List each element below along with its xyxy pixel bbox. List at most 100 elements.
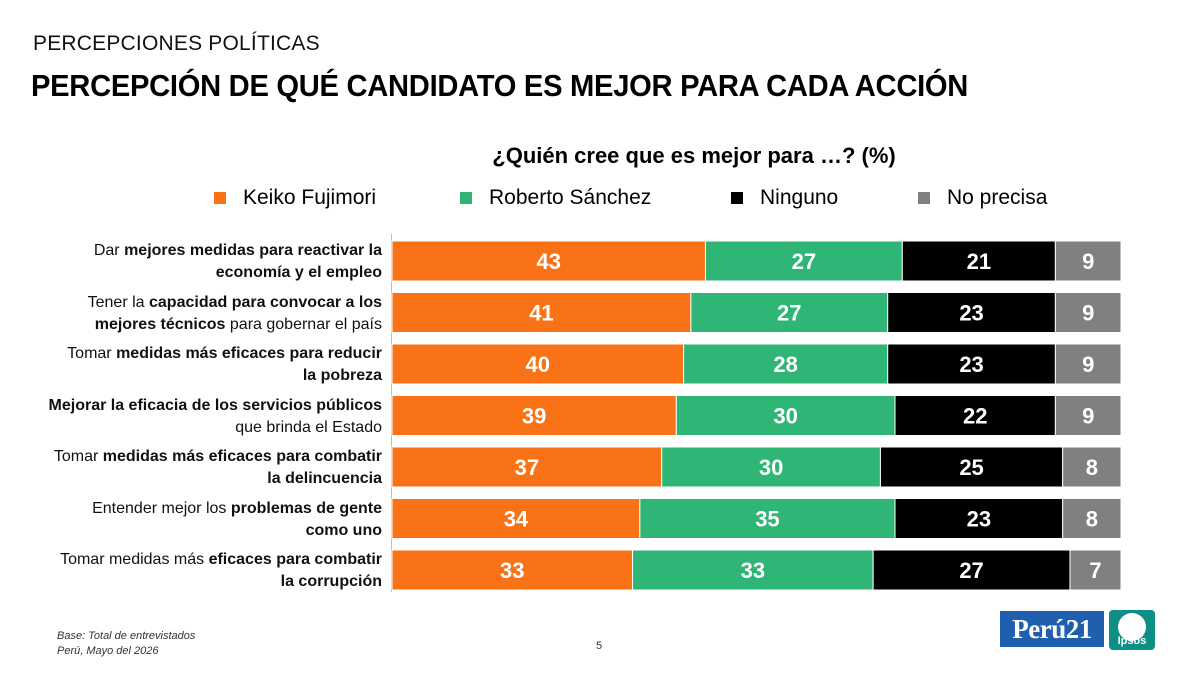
bar-ninguno-row-7	[872, 549, 1071, 591]
row-label-part: capacidad para convocar a los	[149, 293, 382, 311]
row-label-part: la pobreza	[302, 367, 382, 384]
value-label-sanchez-row-3: 28	[773, 352, 797, 377]
value-label-no-precisa-row-1: 9	[1082, 249, 1094, 274]
row-label-part: la delincuencia	[267, 470, 382, 487]
bar-no-precisa-row-5	[1062, 446, 1122, 488]
value-label-sanchez-row-1: 27	[792, 249, 816, 274]
footer-base: Base: Total de entrevistados	[57, 630, 196, 642]
row-label-part: Tomar medidas más	[60, 551, 209, 568]
value-label-ninguno-row-5: 25	[959, 455, 983, 480]
bar-keiko-row-7	[391, 549, 634, 591]
row-label-part: Tener la	[87, 293, 149, 311]
row-label-5: Tomar medidas más eficaces para combatir…	[22, 446, 382, 490]
value-label-keiko-row-1: 43	[536, 249, 560, 274]
row-label-part: eficaces para combatir	[208, 551, 382, 568]
page-number: 5	[596, 640, 603, 652]
value-label-no-precisa-row-6: 8	[1086, 507, 1098, 532]
value-label-sanchez-row-6: 35	[755, 507, 779, 532]
row-label-1: Dar mejores medidas para reactivar la eco…	[22, 240, 382, 284]
chart-title: ¿Quién cree que es mejor para …? (%)	[0, 143, 1200, 169]
row-label-part: Tomar	[67, 345, 117, 362]
row-label-part: Dar	[93, 242, 125, 259]
bar-no-precisa-row-2	[1054, 292, 1122, 333]
category-axis-line	[391, 234, 392, 592]
bar-sanchez-row-2	[690, 292, 889, 333]
row-label-part: para gobernar el país	[225, 315, 382, 333]
value-label-sanchez-row-2: 27	[777, 301, 801, 326]
value-label-keiko-row-4: 39	[522, 404, 546, 429]
row-label-part: que brinda el Estado	[235, 418, 382, 436]
kicker-text: PERCEPCIONES POLÍTICAS	[33, 32, 320, 55]
bar-ninguno-row-1	[901, 240, 1056, 282]
value-label-no-precisa-row-4: 9	[1082, 404, 1094, 429]
value-label-ninguno-row-1: 21	[967, 249, 991, 274]
footer-note: Base: Total de entrevistados Perú, Mayo …	[57, 629, 195, 659]
legend-label-sanchez: Roberto Sánchez	[489, 186, 652, 209]
page-title: PERCEPCIÓN DE QUÉ CANDIDATO ES MEJOR PAR…	[31, 68, 969, 103]
bar-sanchez-row-6	[639, 498, 896, 539]
row-label-2: Tener la capacidad para convocar a los me…	[22, 292, 382, 336]
bar-keiko-row-2	[391, 292, 692, 333]
legend-swatch-no-precisa	[918, 192, 930, 204]
legend-item-sanchez: Roberto Sánchez	[460, 186, 651, 210]
legend-swatch-ninguno	[731, 192, 743, 204]
ipsos-logo: Ipsos	[1109, 610, 1155, 650]
legend-item-keiko: Keiko Fujimori	[214, 186, 376, 210]
bar-keiko-row-1	[391, 240, 706, 282]
legend-swatch-keiko	[214, 192, 226, 204]
row-label-part: la corrupción	[280, 573, 382, 590]
row-label-part: mejores técnicos	[94, 315, 226, 333]
bar-keiko-row-6	[391, 498, 641, 539]
bar-sanchez-row-4	[675, 395, 896, 436]
legend: Keiko Fujimori Roberto Sánchez Ninguno N…	[0, 186, 1200, 214]
bar-ninguno-row-6	[894, 498, 1064, 539]
row-label-3: Tomar medidas más eficaces para reducir l…	[22, 343, 382, 387]
bar-no-precisa-row-3	[1054, 343, 1122, 385]
value-label-no-precisa-row-2: 9	[1082, 301, 1094, 326]
value-label-keiko-row-2: 41	[529, 301, 553, 326]
row-label-part: Tomar	[53, 448, 103, 465]
legend-label-no-precisa: No precisa	[947, 186, 1048, 209]
legend-item-ninguno: Ninguno	[731, 186, 838, 210]
value-label-keiko-row-7: 33	[500, 558, 524, 583]
value-label-no-precisa-row-5: 8	[1086, 455, 1098, 480]
bar-no-precisa-row-1	[1054, 240, 1122, 282]
value-label-no-precisa-row-7: 7	[1089, 558, 1101, 583]
value-label-keiko-row-6: 34	[504, 507, 529, 532]
footer-place-date: Perú, Mayo del 2026	[57, 645, 159, 657]
row-label-7: Tomar medidas más eficaces para combatir…	[22, 549, 382, 593]
value-label-sanchez-row-4: 30	[773, 404, 797, 429]
row-label-part: economía y el empleo	[215, 264, 382, 281]
value-label-keiko-row-3: 40	[526, 352, 550, 377]
legend-label-ninguno: Ninguno	[760, 186, 839, 209]
value-label-ninguno-row-7: 27	[959, 558, 983, 583]
value-label-sanchez-row-7: 33	[741, 558, 765, 583]
row-label-part: como uno	[305, 521, 382, 539]
row-label-part: medidas más eficaces para reducir	[116, 345, 382, 362]
row-label-4: Mejorar la eficacia de los servicios púb…	[22, 395, 382, 439]
bar-sanchez-row-7	[632, 549, 874, 591]
bar-ninguno-row-2	[887, 292, 1056, 333]
chart-title-text: ¿Quién cree que es mejor para …? (%)	[492, 143, 896, 168]
bar-no-precisa-row-6	[1062, 498, 1122, 539]
row-label-part: medidas más eficaces para combatir	[102, 448, 382, 465]
value-label-keiko-row-5: 37	[515, 455, 539, 480]
value-label-no-precisa-row-3: 9	[1082, 352, 1094, 377]
value-label-ninguno-row-6: 23	[967, 507, 991, 532]
value-label-ninguno-row-4: 22	[963, 404, 987, 429]
bar-keiko-row-3	[391, 343, 685, 385]
row-label-6: Entender mejor los problemas de gente com…	[22, 498, 382, 542]
bar-sanchez-row-3	[683, 343, 889, 385]
value-label-ninguno-row-2: 23	[959, 301, 983, 326]
bar-no-precisa-row-7	[1069, 549, 1122, 591]
legend-swatch-sanchez	[460, 192, 472, 204]
row-label-part: problemas de gente	[230, 499, 382, 517]
value-label-sanchez-row-5: 30	[759, 455, 783, 480]
bar-no-precisa-row-4	[1054, 395, 1122, 436]
bar-sanchez-row-5	[661, 446, 881, 488]
row-label-part: Mejorar la eficacia de los servicios púb…	[48, 396, 382, 414]
ipsos-logo-circle	[1118, 613, 1146, 641]
ipsos-logo-text: Ipsos	[1117, 635, 1147, 647]
peru21-logo: Perú21	[1000, 611, 1104, 647]
